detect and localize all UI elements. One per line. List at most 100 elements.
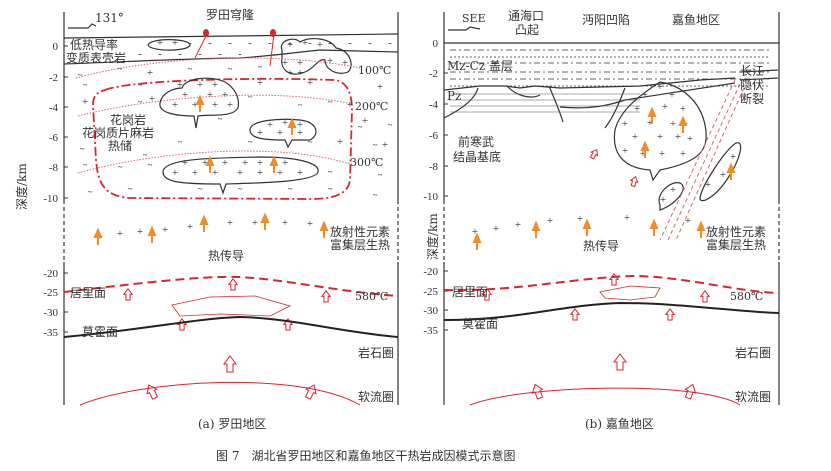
gneiss-symbol: ~: [78, 70, 83, 80]
gneiss-symbol: ~: [378, 170, 383, 180]
direction-label-a: 131°: [95, 11, 124, 25]
asthenosphere-top: [469, 387, 741, 406]
gneiss-symbol: ~: [328, 97, 333, 107]
heat-flow-arrow-icon: [320, 289, 332, 303]
gneiss-symbol: ~: [248, 92, 253, 102]
metamorphic-symbol: -: [348, 37, 352, 49]
granite-body: [658, 182, 684, 211]
y-tick-label: -6: [429, 130, 439, 142]
curie-temp-label: 580℃: [730, 290, 763, 303]
curie-surface: [63, 275, 399, 297]
fault-label: 断裂: [740, 91, 764, 106]
granite-plus-symbol: +: [137, 226, 143, 238]
surface-line: [63, 33, 399, 39]
depression-label: 沔阳凹陷: [582, 12, 630, 27]
gneiss-symbol: ~: [83, 80, 88, 90]
y-tick-label: -25: [423, 286, 438, 298]
rock-symbols-b: ++++++++++++++++++++++++++++++: [472, 81, 736, 400]
granite-plus-symbol: +: [297, 127, 303, 139]
metamorphic-symbol: -: [138, 48, 142, 60]
pz-structure: [443, 82, 736, 129]
gneiss-symbol: ~: [143, 150, 148, 160]
granite-plus-symbol: +: [257, 167, 263, 179]
low-conductivity-label: 低热导率: [70, 37, 118, 52]
pz-hatching: [450, 93, 640, 113]
y-axis-label-b: 深度/km: [425, 213, 440, 260]
panel-b: 0 -2 -4 -6 -8 -10 -20 -25 -30 -35 深度/km SEE 通海口 凸…: [423, 8, 780, 431]
y-tick-label: -20: [423, 266, 438, 278]
heat-flow-arrow-icon: [608, 272, 620, 286]
heat-arrow-icon: [287, 117, 297, 135]
granite-plus-symbol: +: [622, 118, 628, 130]
granite-plus-symbol: +: [222, 157, 228, 169]
granite-plus-symbol: +: [187, 221, 193, 233]
granite-body: [613, 81, 707, 182]
gneiss-symbol: ~: [83, 160, 88, 170]
pz-top: [443, 77, 736, 91]
heat-conduction-label: 热传导: [583, 238, 619, 253]
granite-plus-symbol: +: [277, 127, 283, 139]
granite-plus-symbol: +: [302, 37, 308, 49]
granite-plus-symbol: +: [577, 213, 583, 225]
granite-plus-symbol: +: [515, 219, 521, 231]
y-tick-label: -20: [43, 268, 58, 280]
granite-plus-symbol: +: [157, 37, 163, 49]
granite-plus-symbol: +: [149, 93, 155, 105]
metamorphic-symbol: -: [228, 37, 232, 49]
granite-plus-symbol: +: [82, 96, 88, 108]
granite-plus-symbol: +: [172, 99, 178, 111]
gneiss-symbol: ~: [288, 184, 293, 194]
heat-flow-arrow-icon: [304, 384, 317, 400]
moho-surface: [63, 315, 399, 338]
asthenosphere-label: 软流圈: [735, 390, 771, 404]
metamorphic-symbol: -: [198, 48, 202, 60]
granite-plus-symbol: +: [227, 217, 233, 229]
heat-arrow-icon: [649, 218, 659, 236]
gneiss-symbol: ~: [80, 144, 85, 154]
granite-plus-symbol: +: [640, 148, 646, 160]
y-ticks-a: 0 -2 -4 -6 -8 -10 -20 -25 -30 -35: [43, 41, 68, 339]
metamorphic-symbol: -: [218, 48, 222, 60]
granite-plus-symbol: +: [297, 57, 303, 69]
reservoir-label: 花岗岩: [110, 112, 146, 127]
fault-leader-line: [739, 69, 779, 81]
y-tick-label: -30: [43, 307, 58, 319]
gneiss-symbol: ~: [298, 100, 303, 110]
melt-lens: [171, 295, 292, 317]
reservoir-label: 热储: [108, 138, 132, 153]
heat-arrow-icon: [678, 115, 688, 133]
gneiss-symbol: ~: [228, 64, 233, 74]
granite-body: [280, 38, 352, 75]
isotherm-300: [77, 150, 351, 174]
gneiss-symbol: ~: [118, 162, 123, 172]
heat-flow-arrow-icon: [569, 307, 581, 321]
granite-plus-symbol: +: [472, 226, 478, 238]
fault-label: 隐伏: [740, 78, 764, 92]
granite-plus-symbol: +: [227, 99, 233, 111]
fault-line: [194, 33, 208, 59]
uplift-label: 通海口: [508, 8, 544, 23]
granite-plus-symbol: +: [347, 99, 353, 111]
gneiss-symbol: ~: [258, 62, 263, 72]
panel-a: 0 -2 -4 -6 -8 -10 -20 -25 -30 -35 深度/km 131° 罗田穹隆…: [14, 7, 399, 431]
melt-lens: [599, 285, 661, 301]
heat-arrow-icon: [582, 218, 592, 236]
lithosphere-label: 岩石圈: [358, 345, 394, 360]
granite-plus-symbol: +: [657, 131, 663, 143]
heat-flow-arrow-icon: [122, 287, 134, 301]
granite-plus-symbol: +: [680, 148, 686, 160]
cover-label: Mz-Cz 盖层: [447, 59, 513, 73]
radiogenic-label: 富集层生热: [330, 237, 390, 252]
granite-plus-symbol: +: [282, 157, 288, 169]
direction-arrow-icon: [448, 26, 481, 31]
y-tick-label: -6: [49, 132, 59, 144]
metamorphic-symbol: -: [368, 37, 372, 49]
granite-plus-symbol: +: [147, 67, 153, 79]
heat-flow-arrow-icon: [629, 175, 639, 188]
y-ticks-b: 0 -2 -4 -6 -8 -10 -20 -25 -30 -35: [423, 38, 448, 337]
granite-plus-symbol: +: [337, 136, 343, 148]
granite-plus-symbol: +: [705, 179, 711, 191]
granite-body: [147, 39, 191, 51]
curie-surface: [443, 274, 780, 294]
granite-plus-symbol: +: [277, 167, 283, 179]
